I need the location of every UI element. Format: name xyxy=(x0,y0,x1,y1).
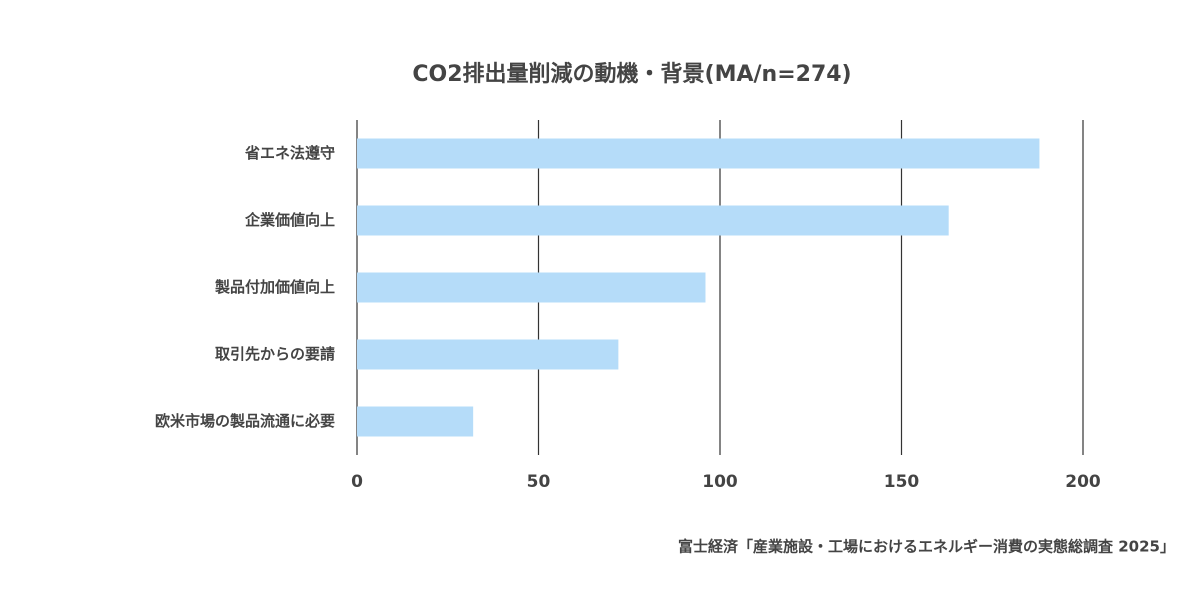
x-tick-label: 200 xyxy=(1065,472,1101,492)
y-tick-label: 省エネ法遵守 xyxy=(244,144,335,162)
x-tick-label: 100 xyxy=(702,472,738,492)
bar xyxy=(357,406,474,437)
x-tick-label: 50 xyxy=(527,472,551,492)
y-tick-label: 企業価値向上 xyxy=(244,211,335,229)
y-tick-label: 取引先からの要請 xyxy=(215,345,335,363)
x-tick-label: 0 xyxy=(351,472,363,492)
y-tick-label: 欧米市場の製品流通に必要 xyxy=(155,412,335,430)
bar xyxy=(357,339,619,370)
source-note: 富士経済「産業施設・工場におけるエネルギー消費の実態総調査 2025」 xyxy=(678,538,1175,556)
bar xyxy=(357,138,1040,169)
bar xyxy=(357,272,706,303)
chart-title: CO2排出量削減の動機・背景(MA/n=274) xyxy=(412,62,851,87)
x-tick-label: 150 xyxy=(884,472,920,492)
y-tick-label: 製品付加価値向上 xyxy=(214,278,335,296)
bar xyxy=(357,205,949,236)
